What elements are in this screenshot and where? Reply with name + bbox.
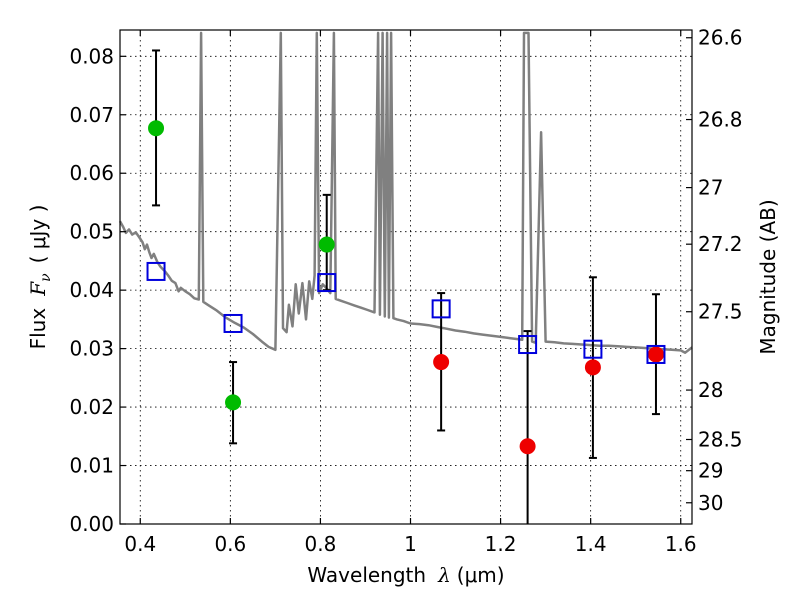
y2-tick-label: 27 [698, 176, 723, 200]
model-photometry-square [518, 335, 538, 355]
y-tick-label: 0.06 [69, 161, 114, 185]
model-photometry-square [583, 339, 603, 359]
y-axis-symbol: F [26, 281, 50, 297]
x-tick-label: 1.6 [665, 532, 697, 556]
x-tick-label: 0.6 [214, 532, 246, 556]
model-spectrum [118, 31, 693, 354]
y2-tick-label: 27.2 [698, 232, 743, 256]
data-points [146, 49, 666, 524]
y2-tick-label: 29 [698, 459, 723, 483]
x-tick-label: 1.2 [485, 532, 517, 556]
x-tick-label: 0.4 [124, 532, 156, 556]
y-tick-label: 0.07 [69, 103, 114, 127]
x-axis-symbol: λ [437, 563, 451, 587]
x-tick-label: 1.4 [575, 532, 607, 556]
y-axis-unit: ( μJy ) [26, 205, 50, 264]
y-axis-label: Flux [26, 308, 50, 350]
y2-tick-label: 28.5 [698, 427, 743, 451]
photometry-point [433, 354, 450, 371]
y-axis-title: Flux Fν ( μJy ) [26, 205, 54, 350]
y-tick-label: 0.04 [69, 278, 114, 302]
model-photometry-square [146, 261, 166, 281]
y2-tick-label: 28 [698, 378, 723, 402]
x-axis-title: Wavelength λ (μm) [307, 563, 504, 587]
x-axis-unit: (μm) [457, 563, 505, 587]
y-axis-subscript: ν [38, 273, 54, 282]
plot-frame [119, 29, 693, 525]
photometry-point [647, 346, 664, 363]
photometry-point [584, 359, 601, 376]
photometry-point [318, 236, 335, 253]
y2-tick-label: 27.5 [698, 300, 743, 324]
grid [120, 30, 692, 525]
tick-labels: 0.4 0.6 0.8 1 1.2 1.4 1.6 0.00 0.01 0.02 0.03 0.04 0… [69, 26, 742, 556]
photometry-point [148, 120, 165, 137]
y2-tick-label: 26.8 [698, 108, 743, 132]
axis-ticks [120, 30, 692, 525]
photometry-point [519, 438, 536, 455]
y-tick-label: 0.02 [69, 395, 114, 419]
y2-tick-label: 26.6 [698, 26, 743, 50]
x-tick-label: 1 [404, 532, 417, 556]
model-photometry-square [223, 313, 243, 333]
y-tick-label: 0.08 [69, 44, 114, 68]
x-axis-label: Wavelength [307, 563, 426, 587]
x-tick-label: 0.8 [305, 532, 337, 556]
y2-axis-title: Magnitude (AB) [756, 199, 780, 354]
model-photometry-square [317, 273, 337, 293]
spectrum-line [118, 31, 693, 354]
y2-tick-label: 30 [698, 491, 723, 515]
y-tick-label: 0.01 [69, 454, 114, 478]
y-tick-label: 0.05 [69, 220, 114, 244]
y-tick-label: 0.00 [69, 512, 114, 536]
photometry-point [225, 394, 242, 411]
y-tick-label: 0.03 [69, 337, 114, 361]
model-photometry-square [646, 344, 666, 364]
model-photometry-square [431, 299, 451, 319]
